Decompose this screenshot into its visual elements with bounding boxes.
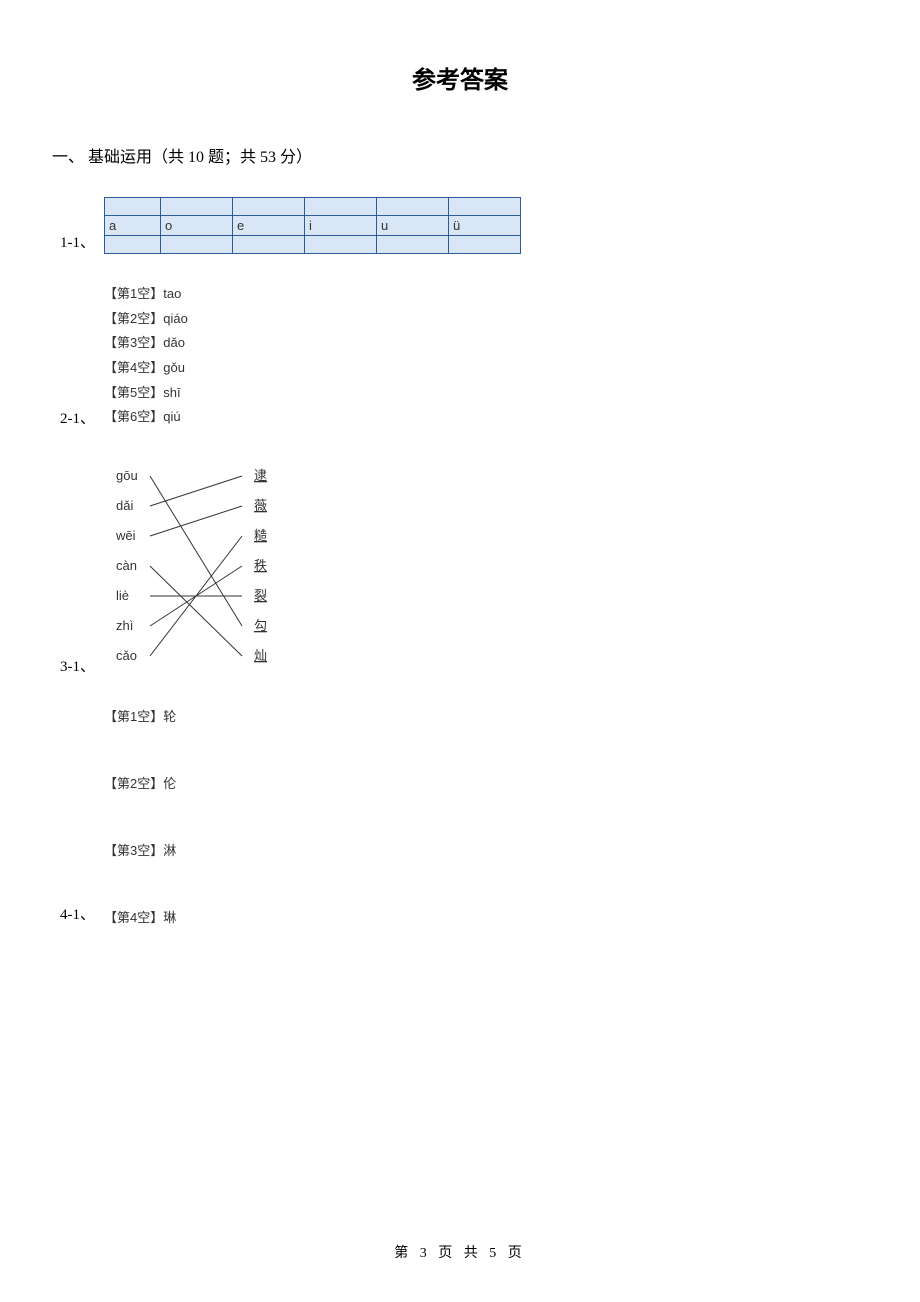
vowel-cell: a <box>105 216 161 236</box>
match-left-label: gōu <box>116 468 138 483</box>
match-right-label: 逮 <box>254 468 267 483</box>
match-line <box>150 506 242 536</box>
match-left-label: wēi <box>115 528 136 543</box>
match-right-label: 勾 <box>254 618 267 633</box>
match-left-label: zhì <box>116 618 133 633</box>
question-2-num: 2-1、 <box>60 407 104 430</box>
page-title: 参考答案 <box>60 60 860 95</box>
vowel-cell: o <box>161 216 233 236</box>
q4-item: 【第1空】轮 <box>104 706 860 725</box>
match-left-label: liè <box>116 588 129 603</box>
q4-item: 【第2空】伦 <box>104 773 860 792</box>
section-num: 一、 <box>52 149 84 166</box>
match-line <box>150 476 242 506</box>
q2-item: 【第4空】gǒu <box>104 356 860 381</box>
vowel-cell <box>105 236 161 254</box>
vowel-cell <box>377 198 449 216</box>
match-line <box>150 566 242 656</box>
match-left-label: càn <box>116 558 137 573</box>
question-3: 3-1、 gōu dǎi wēi càn liè zhì cǎo 逮薇糙秩裂勾灿 <box>60 458 860 678</box>
q4-item: 【第4空】琳 <box>104 907 860 926</box>
vowel-cell <box>449 198 521 216</box>
match-right-label: 秩 <box>254 558 267 573</box>
vowel-cell <box>105 198 161 216</box>
q3-matching-diagram: gōu dǎi wēi càn liè zhì cǎo 逮薇糙秩裂勾灿 <box>104 458 274 678</box>
vowel-table: aoeiuü <box>104 197 521 254</box>
vowel-cell <box>161 236 233 254</box>
q4-list: 【第1空】轮【第2空】伦【第3空】淋【第4空】琳 <box>104 706 860 926</box>
vowel-cell: e <box>233 216 305 236</box>
section-label: 基础运用（共 10 题；共 53 分） <box>88 149 312 166</box>
question-4: 4-1、 【第1空】轮【第2空】伦【第3空】淋【第4空】琳 <box>60 706 860 926</box>
vowel-cell <box>305 198 377 216</box>
vowel-cell: u <box>377 216 449 236</box>
page-footer: 第 3 页 共 5 页 <box>0 1242 920 1262</box>
match-right-label: 糙 <box>254 528 267 543</box>
vowel-cell <box>233 198 305 216</box>
vowel-cell <box>161 198 233 216</box>
vowel-cell <box>305 236 377 254</box>
question-3-num: 3-1、 <box>60 655 104 678</box>
q2-item: 【第3空】dǎo <box>104 331 860 356</box>
match-right-label: 灿 <box>254 648 267 663</box>
q4-item: 【第3空】淋 <box>104 840 860 859</box>
question-1-num: 1-1、 <box>60 231 104 254</box>
q2-item: 【第6空】qiú <box>104 405 860 430</box>
vowel-cell: i <box>305 216 377 236</box>
vowel-cell <box>233 236 305 254</box>
match-right-label: 薇 <box>254 498 267 513</box>
section-heading: 一、 基础运用（共 10 题；共 53 分） <box>52 143 860 167</box>
question-4-num: 4-1、 <box>60 903 104 926</box>
q2-item: 【第1空】tao <box>104 282 860 307</box>
match-left-label: cǎo <box>116 648 137 663</box>
vowel-cell: ü <box>449 216 521 236</box>
vowel-cell <box>449 236 521 254</box>
vowel-cell <box>377 236 449 254</box>
q2-item: 【第2空】qiáo <box>104 307 860 332</box>
match-right-label: 裂 <box>254 588 267 603</box>
q2-list: 【第1空】tao【第2空】qiáo【第3空】dǎo【第4空】gǒu【第5空】sh… <box>104 282 860 430</box>
question-1: 1-1、 aoeiuü <box>60 197 860 254</box>
match-line <box>150 476 242 626</box>
question-2: 2-1、 【第1空】tao【第2空】qiáo【第3空】dǎo【第4空】gǒu【第… <box>60 282 860 430</box>
q2-item: 【第5空】shī <box>104 381 860 406</box>
match-left-label: dǎi <box>116 498 133 513</box>
